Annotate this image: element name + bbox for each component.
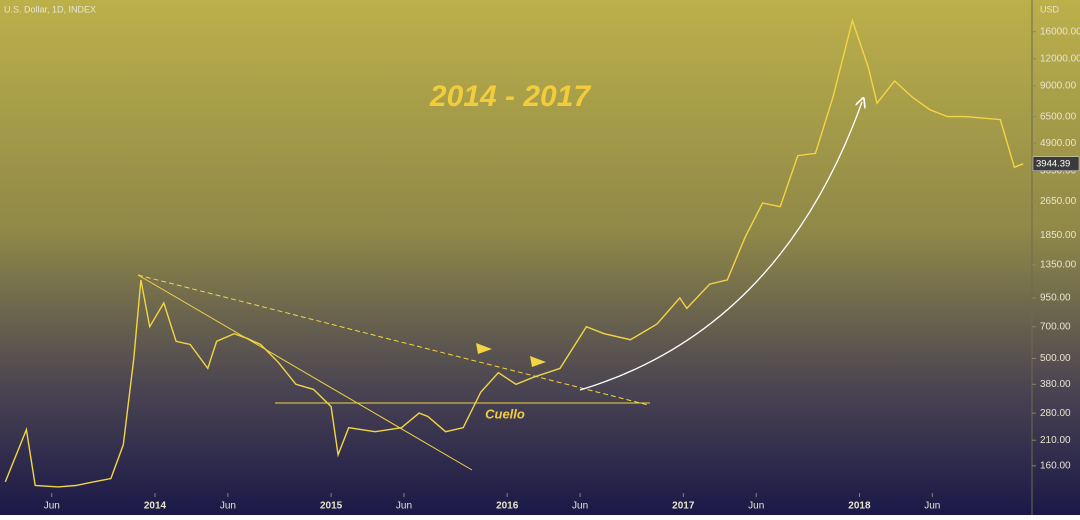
x-tick-label: 2017 (672, 501, 695, 512)
y-tick-label: 700.00 (1040, 321, 1071, 332)
marker-triangle (476, 343, 492, 354)
y-tick-label: 9000.00 (1040, 81, 1077, 92)
drawings (137, 102, 862, 471)
price-line (4, 18, 1024, 488)
y-tick-label: 210.00 (1040, 435, 1071, 446)
y-tick-label: 6500.00 (1040, 111, 1077, 122)
x-tick-label: 2016 (496, 501, 519, 512)
x-tick-label: Jun (924, 501, 940, 512)
y-tick-label: 2650.00 (1040, 196, 1077, 207)
y-tick-label: 380.00 (1040, 379, 1071, 390)
y-tick-label: 1350.00 (1040, 259, 1077, 270)
y-tick-label: 280.00 (1040, 408, 1071, 419)
x-tick-label: Jun (220, 501, 236, 512)
annotation-title: 2014 - 2017 (429, 80, 591, 113)
y-tick-label: 950.00 (1040, 293, 1071, 304)
y-tick-label: 3650.00 (1040, 166, 1077, 177)
y-tick-label: 1850.00 (1040, 230, 1077, 241)
y-tick-label: 16000.00 (1040, 26, 1080, 37)
trendline (137, 274, 473, 471)
x-tick-label: Jun (572, 501, 588, 512)
marker-triangle (530, 356, 546, 367)
x-tick-label: Jun (44, 501, 60, 512)
y-tick-label: 4900.00 (1040, 138, 1077, 149)
x-tick-label: Jun (748, 501, 764, 512)
last-price-box (1032, 156, 1080, 171)
arrow (579, 102, 862, 391)
y-tick-label: 500.00 (1040, 353, 1071, 364)
annotation-label: Cuello (485, 406, 525, 421)
y-tick-label: 12000.00 (1040, 53, 1080, 64)
y-tick-label: 160.00 (1040, 461, 1071, 472)
x-tick-label: 2015 (320, 501, 343, 512)
last-price-label: 3944.39 (1036, 158, 1070, 169)
x-tick-label: 2018 (848, 501, 871, 512)
chart-title: U.S. Dollar, 1D, INDEX (4, 4, 96, 14)
axis-unit: USD (1040, 4, 1060, 14)
x-tick-label: Jun (396, 501, 412, 512)
x-tick-label: 2014 (144, 501, 167, 512)
